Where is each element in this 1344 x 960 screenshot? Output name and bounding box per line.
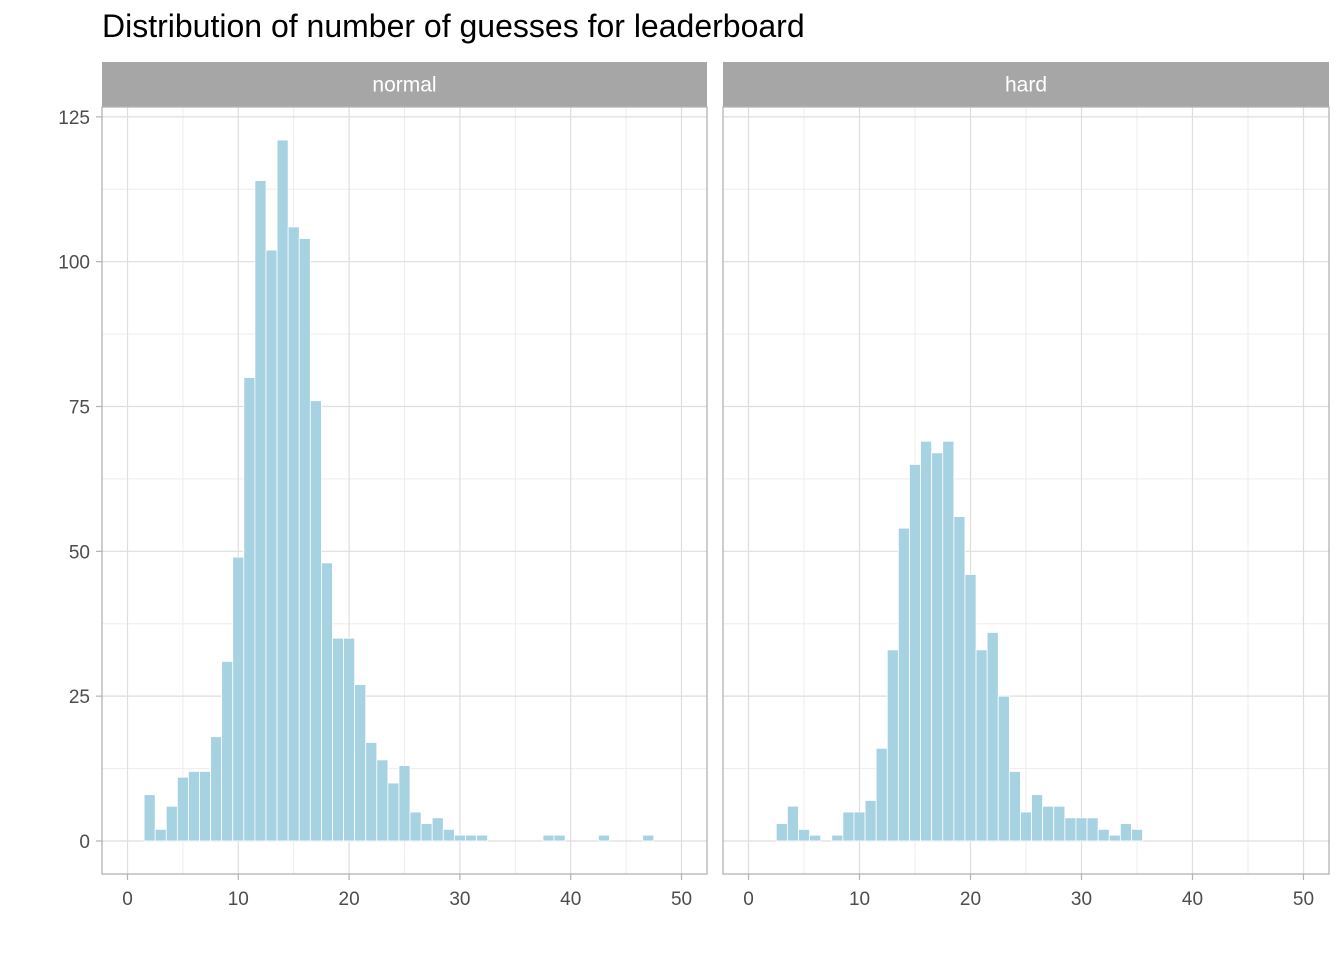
bar — [442, 828, 455, 842]
x-tick-label: 50 — [671, 889, 692, 910]
chart-title: Distribution of number of guesses for le… — [102, 8, 805, 44]
facet-strip-label: hard — [1005, 74, 1047, 97]
bar — [210, 736, 223, 842]
bar — [354, 684, 367, 842]
bar — [332, 637, 344, 842]
bar — [365, 742, 378, 842]
bar — [920, 440, 933, 842]
bar — [465, 834, 477, 842]
bar — [542, 834, 555, 842]
bar — [343, 637, 356, 842]
x-tick-label: 10 — [228, 889, 249, 910]
bar — [1097, 828, 1110, 842]
panel-normal: normal 0 10 20 30 40 50 0 25 50 75 100 125 — [58, 62, 708, 910]
bar — [309, 400, 322, 842]
bar — [398, 765, 411, 842]
bar — [409, 811, 422, 842]
bar — [431, 817, 444, 842]
bar — [276, 139, 289, 842]
panel-border — [101, 106, 708, 875]
bar — [243, 377, 256, 842]
y-tick-label: 0 — [79, 832, 90, 853]
facet-strip — [102, 62, 707, 107]
bar — [909, 464, 921, 842]
x-tick-label: 20 — [339, 889, 360, 910]
y-tick-label: 75 — [69, 398, 90, 419]
bar — [188, 771, 200, 842]
bar — [453, 834, 466, 842]
bar — [953, 516, 966, 842]
bar — [165, 805, 178, 842]
bar — [254, 180, 267, 842]
bar — [1086, 817, 1099, 842]
bar — [1053, 805, 1066, 842]
bar — [387, 782, 400, 842]
x-tick-label: 40 — [560, 889, 581, 910]
bar — [1042, 805, 1055, 842]
x-tick-label: 40 — [1182, 889, 1203, 910]
x-tick-label: 0 — [122, 889, 133, 910]
bar — [642, 834, 655, 842]
bar — [1119, 823, 1132, 842]
bar — [199, 771, 211, 842]
bar — [842, 811, 855, 842]
x-tick-label: 10 — [849, 889, 870, 910]
bar — [853, 811, 866, 842]
y-tick-label: 125 — [58, 108, 90, 129]
facet-strip — [723, 62, 1329, 107]
bar — [1131, 828, 1143, 842]
bar — [1020, 811, 1032, 842]
bar — [1008, 771, 1021, 842]
bar — [287, 226, 300, 842]
bar — [221, 660, 234, 842]
bar — [154, 828, 167, 842]
bar — [786, 805, 799, 842]
y-tick-label: 100 — [58, 253, 90, 274]
panel-border — [722, 106, 1330, 875]
y-tick-label: 25 — [69, 687, 90, 708]
bar — [265, 249, 278, 842]
bar — [143, 794, 156, 842]
bar — [997, 695, 1010, 842]
bar — [420, 823, 433, 842]
facet-strip-label: normal — [372, 74, 436, 97]
x-tick-label: 30 — [1071, 889, 1092, 910]
bar — [476, 834, 489, 842]
bar — [809, 834, 822, 842]
bar — [964, 574, 977, 842]
x-tick-label: 50 — [1293, 889, 1314, 910]
x-tick-label: 20 — [960, 889, 981, 910]
bar — [320, 562, 333, 842]
x-tick-label: 30 — [449, 889, 470, 910]
bar — [598, 834, 610, 842]
x-tick-label: 0 — [743, 889, 754, 910]
bar — [975, 649, 988, 842]
bar — [897, 527, 910, 842]
bar — [875, 747, 888, 842]
bar — [176, 776, 189, 842]
bar — [1031, 794, 1044, 842]
bar — [553, 834, 566, 842]
bar — [298, 238, 311, 842]
bar — [1108, 834, 1121, 842]
bar — [864, 800, 877, 842]
bar — [232, 556, 245, 842]
bar — [931, 452, 944, 842]
bar — [376, 759, 389, 842]
panel-hard: hard 0 10 20 30 40 50 — [722, 62, 1330, 910]
y-tick-label: 50 — [69, 542, 90, 563]
bar — [942, 440, 955, 842]
bar — [1064, 817, 1077, 842]
bar — [986, 632, 999, 842]
bar — [886, 649, 899, 842]
bar — [1075, 817, 1088, 842]
bar — [775, 823, 788, 842]
bar — [798, 828, 810, 842]
bar — [831, 834, 844, 842]
